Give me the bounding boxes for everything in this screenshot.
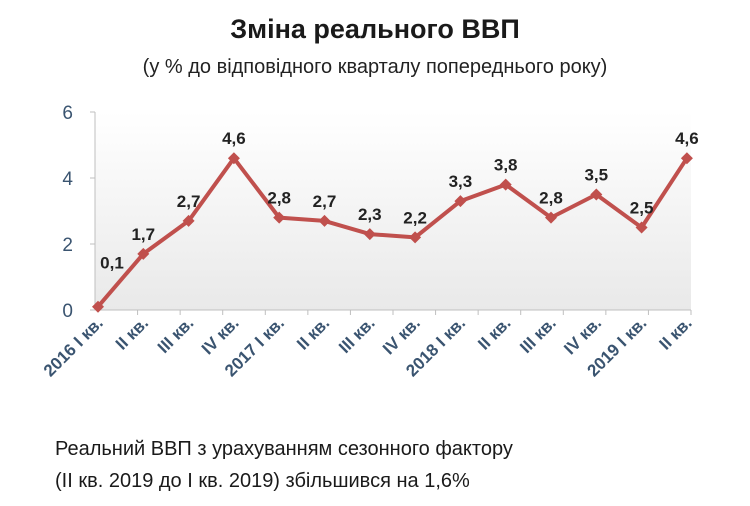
data-label: 2,5 [630, 199, 654, 218]
data-point [590, 188, 603, 201]
y-tick-label: 4 [62, 169, 73, 190]
chart-title: Зміна реального ВВП [230, 14, 520, 44]
data-label: 4,6 [675, 129, 699, 148]
data-point [273, 211, 286, 224]
data-point [409, 231, 422, 244]
data-label: 3,5 [584, 166, 608, 185]
data-label: 2,3 [358, 205, 382, 224]
x-tick-label: II кв. [656, 313, 696, 353]
data-point [182, 214, 195, 227]
data-point [92, 300, 104, 313]
data-label: 3,8 [494, 156, 518, 175]
series-line [96, 156, 689, 309]
y-tick-label: 2 [62, 235, 73, 256]
data-label: 2,8 [267, 189, 291, 208]
data-point [318, 214, 331, 227]
x-tick-label: II кв. [474, 313, 514, 353]
data-point [363, 228, 376, 241]
y-tick-label: 6 [62, 103, 73, 124]
data-label: 4,6 [222, 129, 246, 148]
data-point [227, 152, 240, 165]
x-tick-label: III кв. [154, 313, 198, 357]
data-label: 0,1 [100, 254, 124, 273]
footnote-line-2: (ІІ кв. 2019 до І кв. 2019) збільшився н… [55, 470, 470, 492]
footnote-line-1: Реальний ВВП з урахуванням сезонного фак… [55, 438, 513, 460]
x-tick-label: 2016 I кв. [40, 313, 107, 380]
chart-subtitle: (у % до відповідного кварталу попередньо… [142, 56, 608, 78]
x-tick-label: III кв. [516, 313, 560, 357]
data-label: 2,7 [177, 192, 201, 211]
data-point [454, 195, 467, 208]
x-tick-label: II кв. [112, 313, 152, 353]
y-tick-label: 0 [62, 301, 73, 322]
data-label: 2,2 [403, 208, 427, 227]
plot-area [95, 112, 691, 310]
data-point [680, 152, 693, 165]
data-label: 3,3 [449, 172, 473, 191]
x-tick-label: III кв. [335, 313, 379, 357]
data-point [137, 247, 150, 260]
data-label: 2,7 [313, 192, 337, 211]
x-tick-label: II кв. [293, 313, 333, 353]
data-point [499, 178, 512, 191]
data-label: 2,8 [539, 189, 563, 208]
data-point [635, 221, 648, 234]
data-point [545, 211, 557, 224]
data-label: 1,7 [131, 225, 155, 244]
